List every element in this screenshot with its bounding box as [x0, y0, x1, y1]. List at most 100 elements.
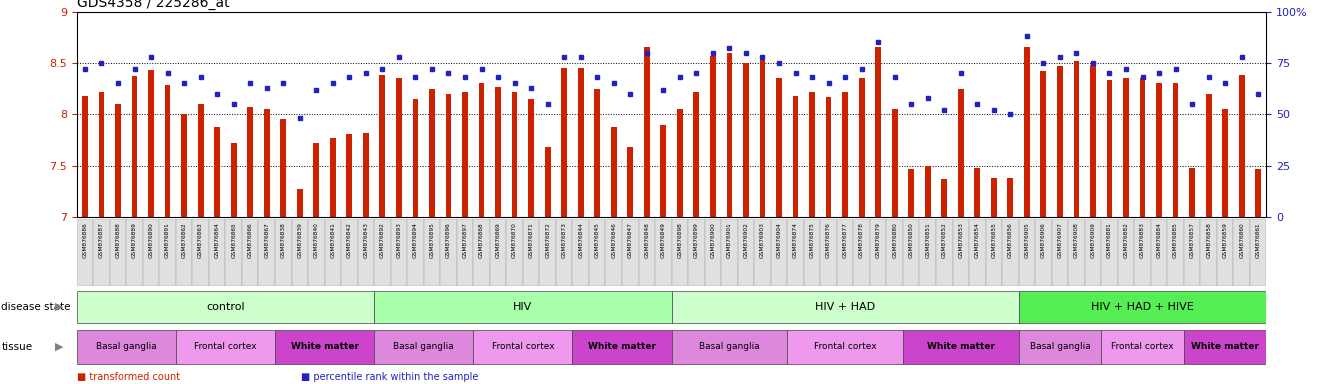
- Bar: [165, 86, 171, 217]
- Bar: [330, 138, 336, 217]
- Text: GSM876891: GSM876891: [165, 222, 171, 258]
- Bar: [176, 330, 275, 364]
- Bar: [143, 219, 160, 286]
- Bar: [854, 219, 870, 286]
- Text: tissue: tissue: [1, 342, 33, 352]
- Text: GSM876894: GSM876894: [412, 222, 418, 258]
- Text: GSM876897: GSM876897: [463, 222, 468, 258]
- Text: GSM876853: GSM876853: [958, 222, 964, 258]
- Bar: [793, 96, 798, 217]
- Text: GSM876882: GSM876882: [1124, 222, 1129, 258]
- Bar: [578, 68, 583, 217]
- Text: GSM876868: GSM876868: [479, 222, 484, 258]
- Text: GSM876863: GSM876863: [198, 222, 204, 258]
- Bar: [722, 219, 738, 286]
- Bar: [654, 219, 672, 286]
- Bar: [787, 219, 804, 286]
- Bar: [611, 127, 616, 217]
- Bar: [738, 219, 754, 286]
- Text: GSM876898: GSM876898: [677, 222, 682, 258]
- Bar: [529, 99, 534, 217]
- Text: GSM876839: GSM876839: [297, 222, 303, 258]
- Bar: [985, 219, 1002, 286]
- Bar: [1157, 83, 1162, 217]
- Bar: [672, 219, 687, 286]
- Text: GSM876888: GSM876888: [115, 222, 120, 258]
- Bar: [1134, 219, 1150, 286]
- Text: GSM876896: GSM876896: [446, 222, 451, 258]
- Bar: [374, 330, 473, 364]
- Text: White matter: White matter: [927, 342, 994, 351]
- Text: White matter: White matter: [588, 342, 656, 351]
- Text: GSM876904: GSM876904: [776, 222, 781, 258]
- Text: GSM876847: GSM876847: [628, 222, 633, 258]
- Text: GSM876869: GSM876869: [496, 222, 501, 258]
- Bar: [908, 169, 914, 217]
- Bar: [687, 219, 705, 286]
- Bar: [919, 219, 936, 286]
- Text: GSM876846: GSM876846: [611, 222, 616, 258]
- Text: GDS4358 / 225286_at: GDS4358 / 225286_at: [77, 0, 229, 10]
- Bar: [115, 104, 120, 217]
- Bar: [760, 58, 765, 217]
- Bar: [341, 219, 357, 286]
- Text: GSM876885: GSM876885: [1173, 222, 1178, 258]
- Bar: [628, 147, 633, 217]
- Text: ■ percentile rank within the sample: ■ percentile rank within the sample: [301, 372, 479, 382]
- Bar: [886, 219, 903, 286]
- Bar: [275, 330, 374, 364]
- Bar: [572, 219, 588, 286]
- Bar: [181, 114, 186, 217]
- Text: disease state: disease state: [1, 302, 71, 312]
- Text: GSM876871: GSM876871: [529, 222, 534, 258]
- Bar: [562, 68, 567, 217]
- Text: GSM876861: GSM876861: [1256, 222, 1261, 258]
- Bar: [357, 219, 374, 286]
- Bar: [364, 133, 369, 217]
- Bar: [677, 109, 682, 217]
- Bar: [605, 219, 621, 286]
- Bar: [93, 219, 110, 286]
- Text: GSM876906: GSM876906: [1040, 222, 1046, 258]
- Bar: [77, 330, 176, 364]
- Bar: [423, 219, 440, 286]
- Bar: [903, 330, 1018, 364]
- Text: GSM876899: GSM876899: [694, 222, 699, 258]
- Text: GSM876889: GSM876889: [132, 222, 137, 258]
- Bar: [694, 92, 699, 217]
- Bar: [198, 104, 204, 217]
- Text: GSM876903: GSM876903: [760, 222, 765, 258]
- Bar: [661, 124, 666, 217]
- Bar: [1025, 48, 1030, 217]
- Text: Basal ganglia: Basal ganglia: [699, 342, 760, 351]
- Bar: [1091, 65, 1096, 217]
- Bar: [247, 107, 253, 217]
- Bar: [225, 219, 242, 286]
- Bar: [430, 89, 435, 217]
- Text: GSM876851: GSM876851: [925, 222, 931, 258]
- Text: GSM876883: GSM876883: [1140, 222, 1145, 258]
- Bar: [110, 219, 127, 286]
- Bar: [539, 219, 555, 286]
- Bar: [1190, 168, 1195, 217]
- Text: GSM876855: GSM876855: [992, 222, 997, 258]
- Text: GSM876874: GSM876874: [793, 222, 798, 258]
- Bar: [1002, 219, 1018, 286]
- Bar: [1124, 78, 1129, 217]
- Text: Basal ganglia: Basal ganglia: [394, 342, 453, 351]
- Bar: [524, 219, 539, 286]
- Text: HIV + HAD + HIVE: HIV + HAD + HIVE: [1091, 302, 1194, 312]
- Bar: [176, 219, 193, 286]
- Text: GSM876849: GSM876849: [661, 222, 666, 258]
- Bar: [159, 219, 176, 286]
- Bar: [1216, 219, 1233, 286]
- Bar: [489, 219, 506, 286]
- Bar: [1018, 219, 1035, 286]
- Bar: [969, 219, 985, 286]
- Bar: [1040, 71, 1046, 217]
- Text: GSM876870: GSM876870: [512, 222, 517, 258]
- Bar: [826, 97, 832, 217]
- Bar: [820, 219, 837, 286]
- Bar: [231, 143, 237, 217]
- Bar: [325, 219, 341, 286]
